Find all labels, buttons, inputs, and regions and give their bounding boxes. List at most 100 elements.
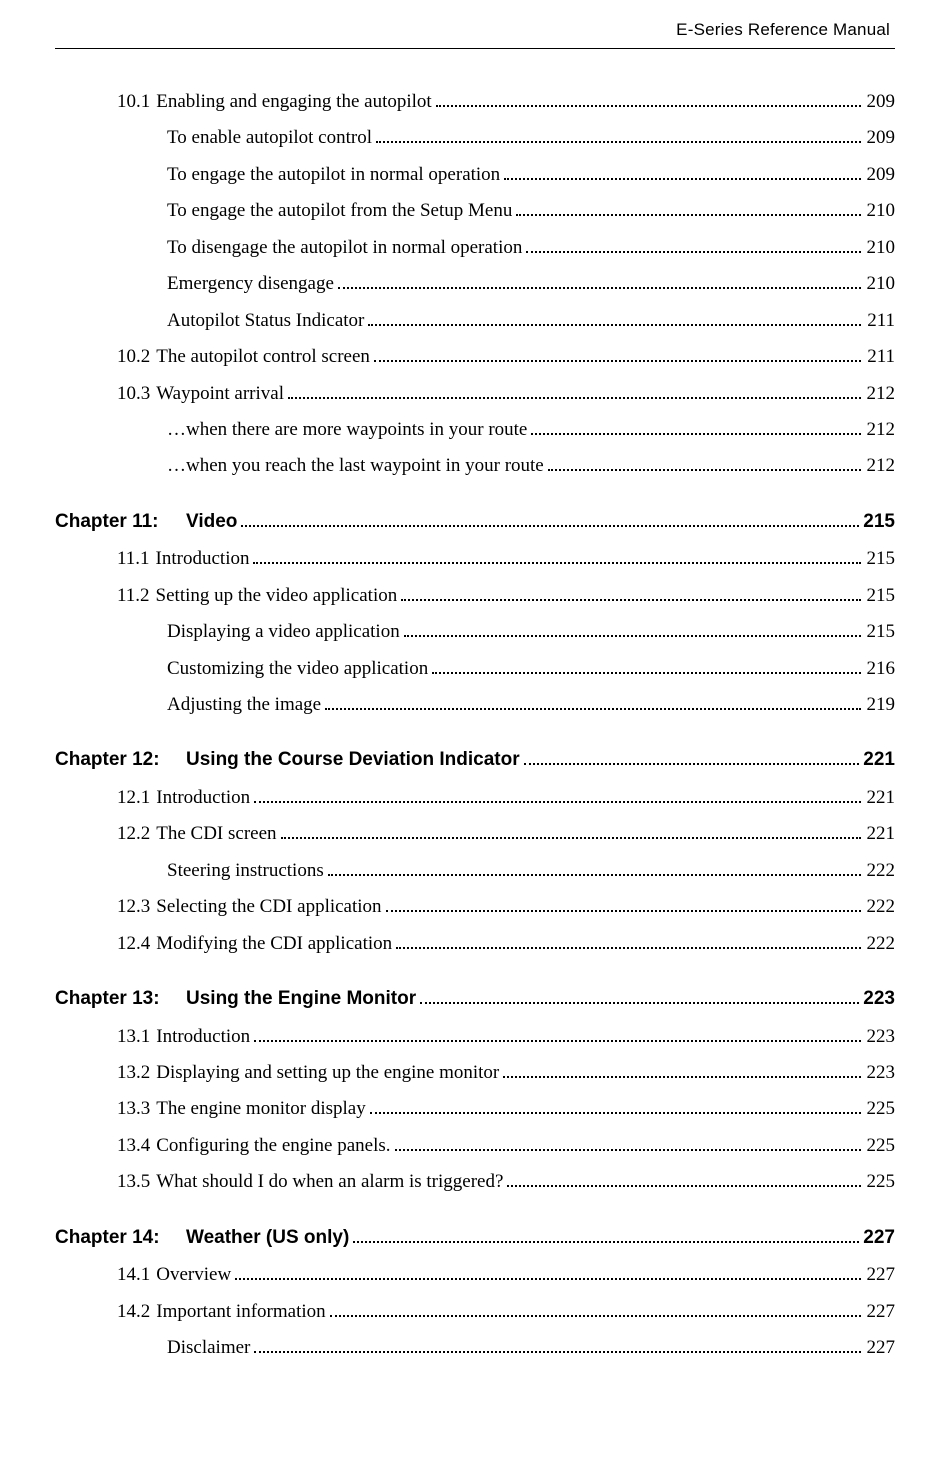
page-number: 215 (863, 507, 895, 536)
toc-section-10-3: 10.3 Waypoint arrival 212 (55, 379, 895, 408)
toc-chapter-11: Chapter 11: Video 215 (55, 507, 895, 536)
chapter-label: Chapter 12: (55, 745, 186, 774)
leader-dots (507, 1168, 860, 1187)
page-number: 211 (865, 306, 895, 335)
section-number: 13.2 (117, 1058, 156, 1087)
toc-section-14-2: 14.2 Important information 227 (55, 1297, 895, 1326)
section-label: …when there are more waypoints in your r… (167, 415, 527, 444)
section-label: Selecting the CDI application (156, 892, 381, 921)
toc-sub: Disclaimer 227 (55, 1333, 895, 1362)
toc-section-12-4: 12.4 Modifying the CDI application 222 (55, 929, 895, 958)
toc-section-10-2: 10.2 The autopilot control screen 211 (55, 342, 895, 371)
leader-dots (526, 234, 860, 253)
chapter-title: Using the Course Deviation Indicator (186, 745, 520, 774)
page-number: 225 (865, 1167, 896, 1196)
section-label: Overview (156, 1260, 231, 1289)
section-number: 12.4 (117, 929, 156, 958)
section-number: 14.2 (117, 1297, 156, 1326)
section-label: The CDI screen (156, 819, 276, 848)
chapter-label: Chapter 11: (55, 507, 186, 536)
page-number: 215 (865, 544, 896, 573)
page-number: 211 (865, 342, 895, 371)
toc-sub: …when there are more waypoints in your r… (55, 415, 895, 444)
toc-sub: …when you reach the last waypoint in you… (55, 451, 895, 480)
section-label: Enabling and engaging the autopilot (156, 87, 431, 116)
section-label: To engage the autopilot in normal operat… (167, 160, 500, 189)
leader-dots (328, 857, 861, 876)
leader-dots (516, 197, 860, 216)
section-label: Important information (156, 1297, 325, 1326)
leader-dots (288, 379, 861, 398)
section-number: 12.2 (117, 819, 156, 848)
page: E-Series Reference Manual 10.1 Enabling … (0, 0, 950, 1399)
toc-sub: To enable autopilot control 209 (55, 123, 895, 152)
toc-sub: Customizing the video application 216 (55, 654, 895, 683)
leader-dots (254, 1334, 860, 1353)
toc-section-12-1: 12.1 Introduction 221 (55, 783, 895, 812)
toc-sub: Steering instructions 222 (55, 856, 895, 885)
section-label: Autopilot Status Indicator (167, 306, 364, 335)
leader-dots (330, 1297, 861, 1316)
toc-sub: Adjusting the image 219 (55, 690, 895, 719)
leader-dots (401, 582, 860, 601)
page-number: 221 (865, 783, 896, 812)
page-number: 221 (863, 745, 895, 774)
leader-dots (420, 986, 859, 1004)
section-label: Modifying the CDI application (156, 929, 392, 958)
leader-dots (376, 124, 861, 143)
section-number: 12.3 (117, 892, 156, 921)
section-number: 10.2 (117, 342, 156, 371)
leader-dots (235, 1261, 860, 1280)
section-number: 13.5 (117, 1167, 156, 1196)
leader-dots (338, 270, 861, 289)
toc-sub: To disengage the autopilot in normal ope… (55, 233, 895, 262)
page-number: 209 (865, 160, 896, 189)
page-number: 215 (865, 581, 896, 610)
section-number: 14.1 (117, 1260, 156, 1289)
section-label: To enable autopilot control (167, 123, 372, 152)
toc-chapter-12: Chapter 12: Using the Course Deviation I… (55, 745, 895, 774)
toc-section-13-5: 13.5 What should I do when an alarm is t… (55, 1167, 895, 1196)
chapter-title: Using the Engine Monitor (186, 984, 416, 1013)
toc-sub: Autopilot Status Indicator 211 (55, 306, 895, 335)
toc-section-10-1: 10.1 Enabling and engaging the autopilot… (55, 87, 895, 116)
page-number: 209 (865, 87, 896, 116)
page-number: 212 (865, 451, 896, 480)
leader-dots (504, 161, 860, 180)
section-label: To engage the autopilot from the Setup M… (167, 196, 512, 225)
toc-section-13-2: 13.2 Displaying and setting up the engin… (55, 1058, 895, 1087)
page-number: 227 (865, 1297, 896, 1326)
page-number: 223 (863, 984, 895, 1013)
page-number: 210 (865, 233, 896, 262)
leader-dots (353, 1225, 859, 1243)
toc-chapter-13: Chapter 13: Using the Engine Monitor 223 (55, 984, 895, 1013)
section-label: Waypoint arrival (156, 379, 284, 408)
page-number: 209 (865, 123, 896, 152)
leader-dots (531, 416, 860, 435)
page-number: 222 (865, 892, 896, 921)
section-number: 10.3 (117, 379, 156, 408)
section-label: Introduction (156, 1022, 250, 1051)
toc-sub: Emergency disengage 210 (55, 269, 895, 298)
toc-section-11-2: 11.2 Setting up the video application 21… (55, 581, 895, 610)
section-label: Adjusting the image (167, 690, 321, 719)
toc-section-11-1: 11.1 Introduction 215 (55, 544, 895, 573)
leader-dots (404, 618, 861, 637)
toc-chapter-14: Chapter 14: Weather (US only) 227 (55, 1223, 895, 1252)
section-label: Displaying and setting up the engine mon… (156, 1058, 499, 1087)
toc-section-14-1: 14.1 Overview 227 (55, 1260, 895, 1289)
section-number: 13.3 (117, 1094, 156, 1123)
leader-dots (254, 784, 860, 803)
section-label: To disengage the autopilot in normal ope… (167, 233, 522, 262)
page-number: 216 (865, 654, 896, 683)
section-number: 13.1 (117, 1022, 156, 1051)
leader-dots (368, 307, 861, 326)
leader-dots (395, 1132, 861, 1151)
leader-dots (254, 1022, 860, 1041)
page-number: 225 (865, 1094, 896, 1123)
section-label: Setting up the video application (156, 581, 398, 610)
section-number: 10.1 (117, 87, 156, 116)
leader-dots (253, 545, 860, 564)
section-number: 13.4 (117, 1131, 156, 1160)
leader-dots (396, 930, 860, 949)
